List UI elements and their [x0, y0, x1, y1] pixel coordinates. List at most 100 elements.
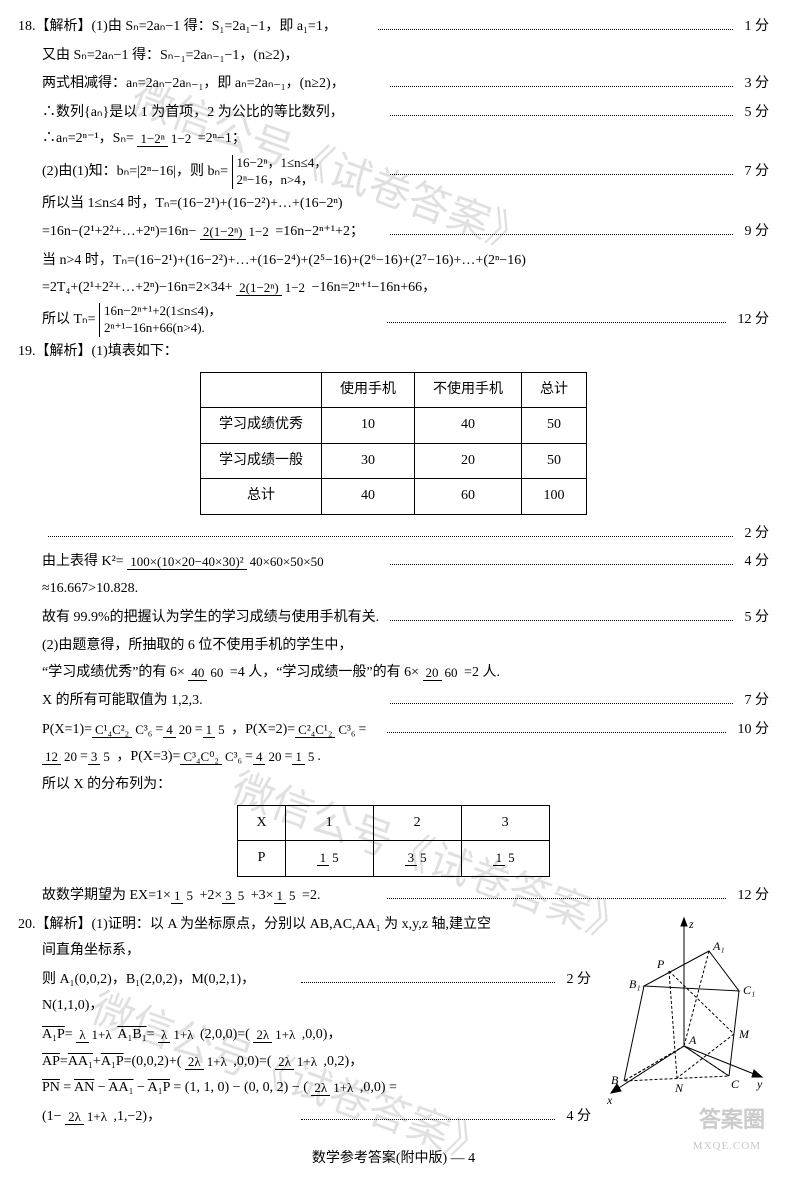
- q19-exp: 故数学期望为 EX=1×15 +2×35 +3×15 =2. 12 分: [18, 883, 769, 910]
- fraction: 1220: [42, 749, 80, 765]
- q18-line8: 当 n>4 时，Tₙ=(16−2¹)+(16−2²)+…+(16−2⁴)+(2⁵…: [18, 248, 769, 275]
- score: 12 分: [732, 307, 770, 334]
- text: 由上表得 K²=: [42, 554, 124, 569]
- dots: [390, 233, 732, 235]
- score: 10 分: [732, 717, 770, 744]
- q19-k2: 由上表得 K²= 100×(10×20−40×30)²40×60×50×50 ≈…: [18, 549, 769, 602]
- lbl-B: B: [611, 1073, 619, 1087]
- text: X 的所有可能取值为 1,2,3.: [42, 688, 384, 715]
- td: 10: [322, 408, 415, 444]
- case2: 2ⁿ−16，n>4，: [237, 172, 314, 187]
- q19-table1: 使用手机 不使用手机 总计 学习成绩优秀104050 学习成绩一般302050 …: [200, 372, 587, 515]
- fraction: 15: [292, 749, 317, 765]
- text: =: [358, 722, 366, 737]
- score: 4 分: [739, 549, 770, 576]
- case1: 16n−2ⁿ⁺¹+2(1≤n≤4)，: [104, 303, 221, 318]
- logo-badge: 答案圈: [699, 1099, 765, 1141]
- lbl-A1: A₁: [712, 939, 725, 953]
- text: =16n−(2¹+2²+…+2ⁿ)=16n− 2(1−2ⁿ)1−2 =16n−2…: [42, 219, 384, 246]
- dots: [301, 1118, 554, 1120]
- text: +2×: [199, 888, 222, 903]
- td: 20: [415, 443, 522, 479]
- fraction: 15: [317, 850, 342, 866]
- den: 1−2: [246, 224, 272, 239]
- text: 所以 Tₙ= 16n−2ⁿ⁺¹+2(1≤n≤4)， 2ⁿ⁺¹−16n+66(n>…: [42, 303, 381, 337]
- fraction: 35: [88, 749, 113, 765]
- den: 1+λ: [272, 1027, 298, 1042]
- den: 5: [286, 888, 299, 903]
- page-footer: 数学参考答案(附中版) — 4: [18, 1146, 769, 1173]
- td: 学习成绩一般: [201, 443, 322, 479]
- den: 20: [61, 749, 80, 764]
- num: 2(1−2ⁿ): [236, 280, 282, 296]
- q18-line1: 18.【解析】(1)由 Sₙ=2aₙ−1 得：S₁=2a₁−1，即 a₁=1， …: [18, 14, 769, 41]
- fraction: 2(1−2ⁿ)1−2: [236, 280, 308, 296]
- fraction: 2λ1+λ: [311, 1080, 356, 1096]
- td: 40: [322, 479, 415, 515]
- text: =16n−(2¹+2²+…+2ⁿ)=16n−: [42, 224, 196, 239]
- case1: 16−2ⁿ，1≤n≤4，: [237, 155, 328, 170]
- num: 4: [163, 722, 176, 738]
- fraction: 420: [163, 722, 195, 738]
- text: 两式相减得：aₙ=2aₙ−2aₙ₋₁，即 aₙ=2aₙ₋₁，(n≥2)，: [42, 71, 384, 98]
- score: 4 分: [561, 1104, 592, 1131]
- num: 1: [274, 888, 287, 904]
- fraction: 2λ1+λ: [185, 1054, 230, 1070]
- text: (2)由(1)知：bₙ=|2ⁿ−16|，则 bₙ= 16−2ⁿ，1≤n≤4， 2…: [42, 155, 384, 189]
- score: 1 分: [739, 14, 770, 41]
- lbl-M: M: [738, 1027, 750, 1041]
- den: 60: [207, 665, 226, 680]
- den: C³₆: [222, 749, 245, 764]
- fraction: 2λ1+λ: [275, 1054, 320, 1070]
- q20-l5: (1− 2λ1+λ ,1,−2)， 4 分: [18, 1104, 591, 1131]
- text: 由上表得 K²= 100×(10×20−40×30)²40×60×50×50 ≈…: [42, 549, 384, 602]
- fraction: 420: [253, 749, 285, 765]
- score: 7 分: [739, 159, 770, 186]
- text: ，P(X=3)=: [116, 749, 180, 764]
- dots: [301, 981, 554, 983]
- case2: 2ⁿ⁺¹−16n+66(n>4).: [104, 320, 205, 335]
- q19-dist: 所以 X 的分布列为：: [18, 772, 769, 799]
- text: (2,0,0)=(: [200, 1027, 250, 1042]
- fraction: 2(1−2ⁿ)1−2: [200, 224, 272, 240]
- piecewise: 16n−2ⁿ⁺¹+2(1≤n≤4)， 2ⁿ⁺¹−16n+66(n>4).: [99, 303, 221, 337]
- text: ,0,0) =: [360, 1080, 397, 1095]
- vec: AA₁: [68, 1054, 93, 1069]
- fraction: 15: [171, 888, 196, 904]
- text: 故数学期望为 EX=1×: [42, 888, 171, 903]
- num: 1−2ⁿ: [137, 131, 167, 147]
- lbl-C1: C₁: [743, 983, 755, 997]
- td: 40: [415, 408, 522, 444]
- den: 20: [176, 722, 195, 737]
- den: 5: [417, 850, 430, 865]
- q19-head: 19.【解析】(1)填表如下：: [18, 339, 769, 366]
- num: 2(1−2ⁿ): [200, 224, 246, 240]
- text: =: [284, 749, 292, 764]
- text: −16n=2ⁿ⁺¹−16n+66，: [312, 280, 437, 295]
- text: =4 人，“学习成绩一般”的有 6×: [230, 665, 419, 680]
- td: 15: [461, 841, 549, 877]
- lbl-N: N: [674, 1081, 684, 1095]
- num: 40: [188, 665, 207, 681]
- num: 2λ: [185, 1054, 204, 1070]
- den: 20: [265, 749, 284, 764]
- q18-line4: ∴数列{aₙ}是以 1 为首项，2 为公比的等比数列，∴aₙ=2ⁿ⁻¹，Sₙ= …: [18, 100, 769, 153]
- vec: AN: [74, 1080, 94, 1095]
- den: 1+λ: [204, 1054, 230, 1069]
- q20-l1: 则 A₁(0,0,2)，B₁(2,0,2)，M(0,2,1)，N(1,1,0)，…: [18, 967, 591, 1020]
- lbl-B1: B₁: [629, 977, 641, 991]
- den: 60: [442, 665, 461, 680]
- text: (1− 2λ1+λ ,1,−2)，: [42, 1104, 295, 1131]
- text: =16n−2ⁿ⁺¹+2；: [275, 224, 364, 239]
- num: 1: [203, 722, 216, 738]
- q19-px: P(X=1)=C¹₄C²₂C³₆=420=15 ，P(X=2)=C²₄C¹₂C³…: [18, 717, 769, 770]
- logo-sub: MXQE.COM: [693, 1136, 761, 1157]
- vec: AA₁: [108, 1080, 133, 1095]
- fraction: 15: [493, 850, 518, 866]
- num: λ: [76, 1027, 88, 1043]
- q18-line3: 两式相减得：aₙ=2aₙ−2aₙ₋₁，即 aₙ=2aₙ₋₁，(n≥2)， 3 分: [18, 71, 769, 98]
- lbl-P: P: [656, 957, 665, 971]
- den: 5: [183, 888, 196, 903]
- vec: A₁P: [101, 1054, 124, 1069]
- text: ≈16.667>10.828.: [42, 581, 138, 596]
